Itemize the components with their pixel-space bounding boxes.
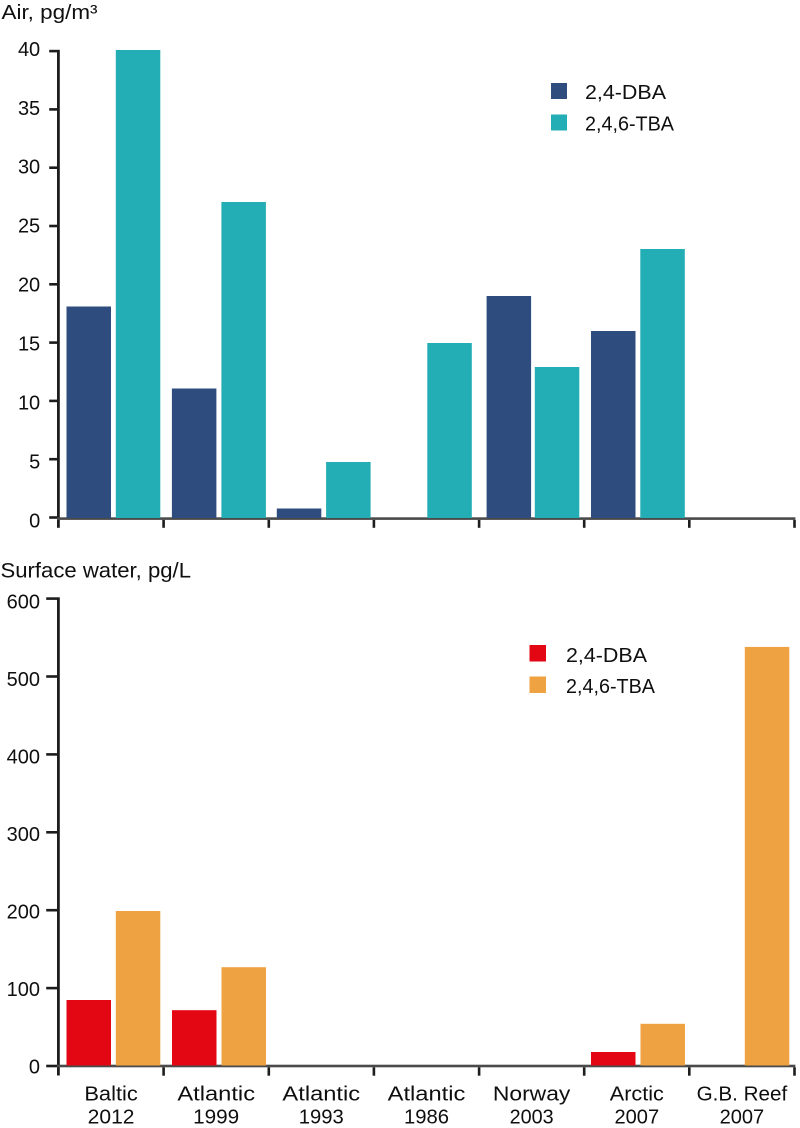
svg-text:5: 5: [29, 452, 40, 474]
svg-text:2,4,6-TBA: 2,4,6-TBA: [566, 676, 656, 698]
svg-text:500: 500: [7, 669, 40, 691]
svg-text:2007: 2007: [615, 1106, 660, 1128]
svg-text:Norway: Norway: [493, 1083, 571, 1105]
svg-text:10: 10: [18, 393, 40, 415]
svg-text:Air, pg/m³: Air, pg/m³: [2, 2, 98, 24]
svg-text:1993: 1993: [299, 1106, 344, 1128]
svg-text:Atlantic: Atlantic: [282, 1083, 360, 1105]
svg-text:25: 25: [18, 216, 40, 238]
svg-text:0: 0: [29, 1057, 40, 1079]
svg-text:2,4,6-TBA: 2,4,6-TBA: [585, 114, 675, 136]
svg-text:40: 40: [18, 39, 40, 61]
svg-text:Atlantic: Atlantic: [177, 1083, 255, 1105]
svg-text:Baltic: Baltic: [84, 1083, 138, 1105]
svg-text:400: 400: [7, 747, 40, 769]
svg-text:1999: 1999: [193, 1106, 239, 1128]
svg-text:15: 15: [18, 334, 40, 356]
svg-text:100: 100: [7, 979, 40, 1001]
svg-text:2,4-DBA: 2,4-DBA: [566, 645, 648, 667]
svg-text:Surface water, pg/L: Surface water, pg/L: [1, 560, 192, 583]
svg-text:35: 35: [18, 98, 40, 120]
svg-text:Arctic: Arctic: [610, 1083, 664, 1105]
svg-text:2003: 2003: [510, 1106, 554, 1128]
svg-text:300: 300: [7, 824, 40, 846]
svg-text:1986: 1986: [404, 1106, 449, 1128]
svg-text:G.B. Reef: G.B. Reef: [697, 1083, 788, 1105]
svg-text:2012: 2012: [88, 1106, 135, 1128]
svg-text:0: 0: [29, 511, 40, 533]
svg-text:30: 30: [18, 157, 40, 179]
svg-text:20: 20: [18, 275, 40, 297]
svg-text:Atlantic: Atlantic: [388, 1083, 466, 1105]
svg-text:2007: 2007: [720, 1106, 765, 1128]
svg-text:200: 200: [7, 902, 40, 924]
svg-text:2,4-DBA: 2,4-DBA: [585, 82, 667, 104]
svg-text:600: 600: [7, 592, 40, 614]
